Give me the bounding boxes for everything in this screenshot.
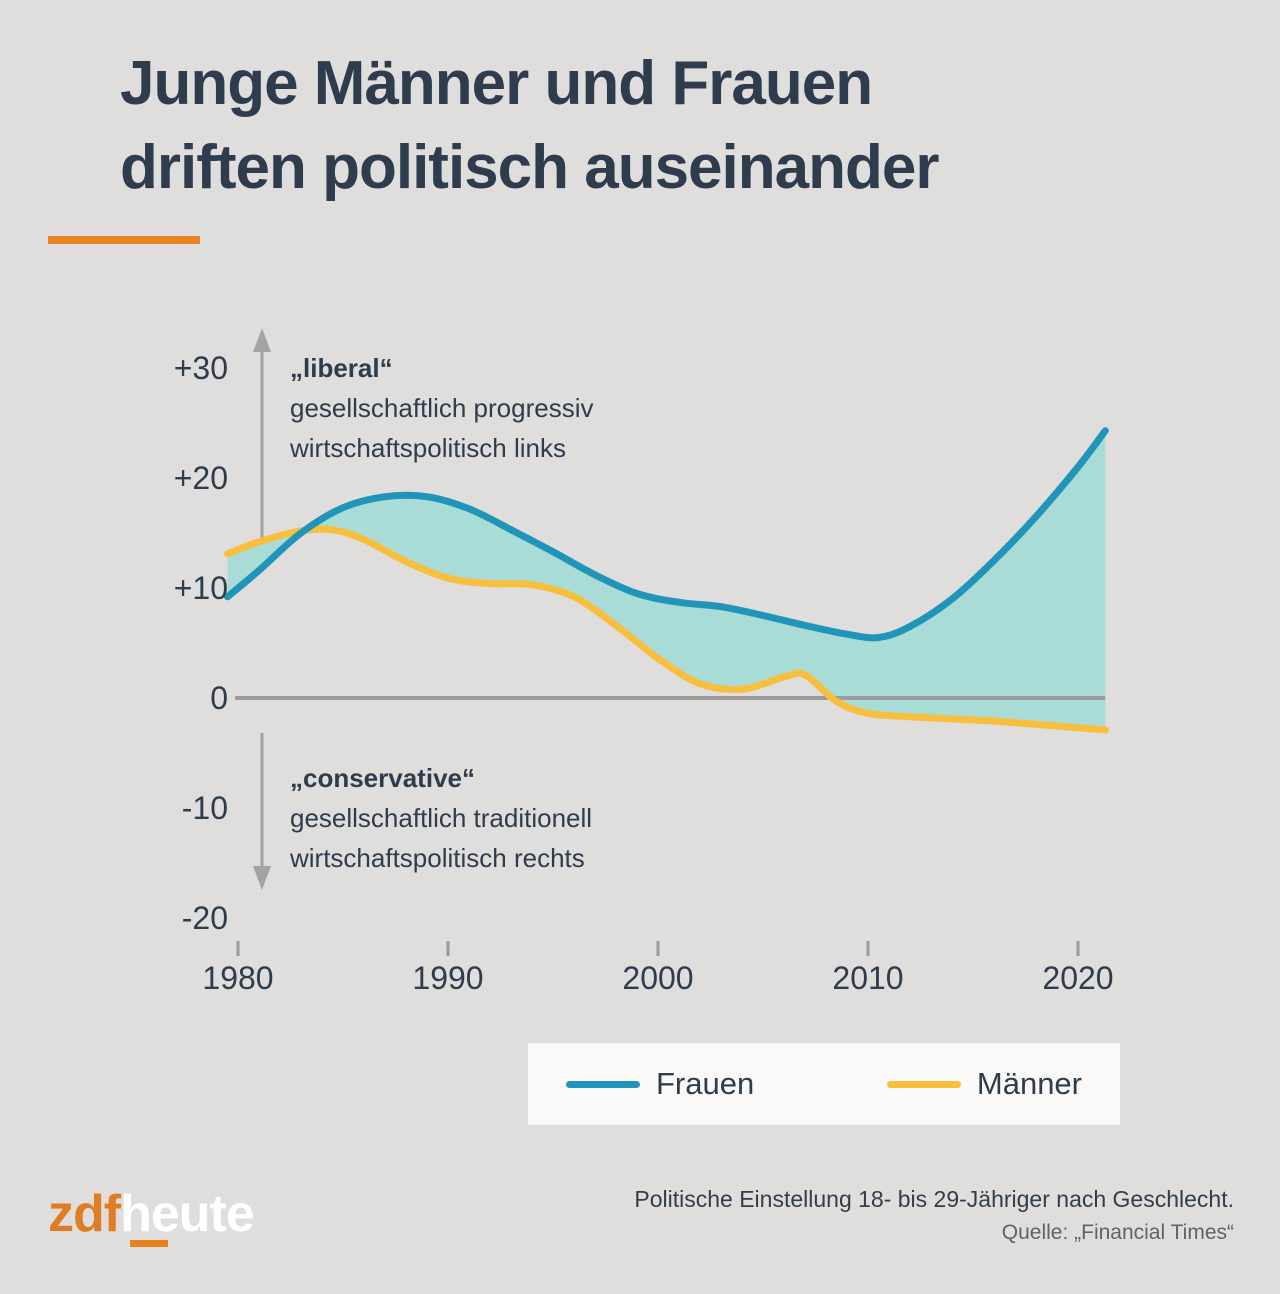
legend-item-maenner: Männer — [886, 1066, 1082, 1102]
conservative-annotation: „conservative“ gesellschaftlich traditio… — [290, 758, 592, 878]
x-axis-label: 1980 — [202, 960, 274, 996]
y-axis-label: -10 — [181, 790, 228, 826]
chart-description: Politische Einstellung 18- bis 29-Jährig… — [634, 1186, 1234, 1212]
x-axis-label: 1990 — [412, 960, 484, 996]
conservative-annotation-line2: gesellschaftlich traditionell — [290, 803, 593, 833]
maenner-line-swatch — [886, 1080, 961, 1088]
y-axis-label: 0 — [210, 680, 228, 716]
legend-item-frauen: Frauen — [566, 1066, 754, 1102]
x-axis-label: 2000 — [622, 960, 694, 996]
liberal-annotation-line3: wirtschaftspolitisch links — [290, 433, 566, 463]
title-line-1: Junge Männer und Frauen — [120, 49, 873, 118]
conservative-annotation-line3: wirtschaftspolitisch rechts — [290, 843, 585, 873]
y-axis-label: +30 — [173, 350, 228, 386]
logo-zdf-text: zdf — [48, 1185, 121, 1243]
liberal-up-arrowhead — [253, 328, 271, 352]
liberal-annotation-head: „liberal“ — [290, 353, 393, 383]
y-axis-label: -20 — [181, 900, 228, 936]
zdfheute-logo: zdfheute — [48, 1184, 255, 1247]
x-axis-label: 2020 — [1042, 960, 1114, 996]
footer-note: Politische Einstellung 18- bis 29-Jährig… — [634, 1184, 1234, 1247]
frauen-legend-label: Frauen — [656, 1066, 755, 1101]
logo-heute-text: heute — [120, 1185, 255, 1243]
conservative-down-arrowhead — [253, 866, 271, 890]
frauen-line-swatch — [566, 1080, 640, 1088]
maenner-legend-label: Männer — [976, 1066, 1082, 1101]
y-axis-label: +10 — [173, 570, 228, 606]
maenner-line — [224, 525, 1109, 734]
frauen-line — [224, 427, 1109, 642]
area-fill — [227, 430, 1106, 730]
title-accent-bar — [48, 236, 200, 244]
conservative-annotation-head: „conservative“ — [290, 763, 475, 793]
title-line-2: driften politisch auseinander — [120, 133, 939, 202]
x-axis-label: 2010 — [832, 960, 904, 996]
liberal-annotation: „liberal“ gesellschaftlich progressiv wi… — [290, 348, 593, 468]
liberal-annotation-line2: gesellschaftlich progressiv — [290, 393, 594, 423]
source-credit: Quelle: „Financial Times“ — [1001, 1221, 1234, 1244]
page-title: Junge Männer und Frauen driften politisc… — [120, 42, 939, 210]
y-axis-label: +20 — [173, 460, 228, 496]
chart-legend: Frauen Männer — [528, 1043, 1120, 1125]
logo-underscore-mark — [130, 1240, 168, 1247]
